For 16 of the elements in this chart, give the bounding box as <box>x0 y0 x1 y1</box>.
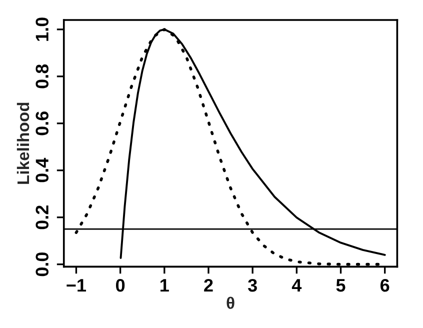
x-tick-label: 3 <box>248 278 257 292</box>
y-tick-label: 0.8 <box>36 64 48 88</box>
x-tick-label: 2 <box>204 278 213 292</box>
y-axis-title: Likelihood <box>16 102 30 184</box>
y-tick-label: 0.0 <box>36 252 48 276</box>
x-tick-label: 6 <box>380 278 390 292</box>
x-tick-label: 4 <box>292 279 302 292</box>
y-tick-label: 1.0 <box>36 18 48 41</box>
x-tick-label: 1 <box>160 279 169 292</box>
x-tick-label: −1 <box>66 279 86 292</box>
y-tick-label: 0.2 <box>36 206 48 230</box>
x-axis-title: θ <box>226 296 234 309</box>
y-tick-label: 0.4 <box>36 158 48 182</box>
y-tick-label: 0.6 <box>36 111 48 136</box>
x-tick-label: 0 <box>116 278 125 292</box>
x-tick-label: 5 <box>336 279 346 292</box>
